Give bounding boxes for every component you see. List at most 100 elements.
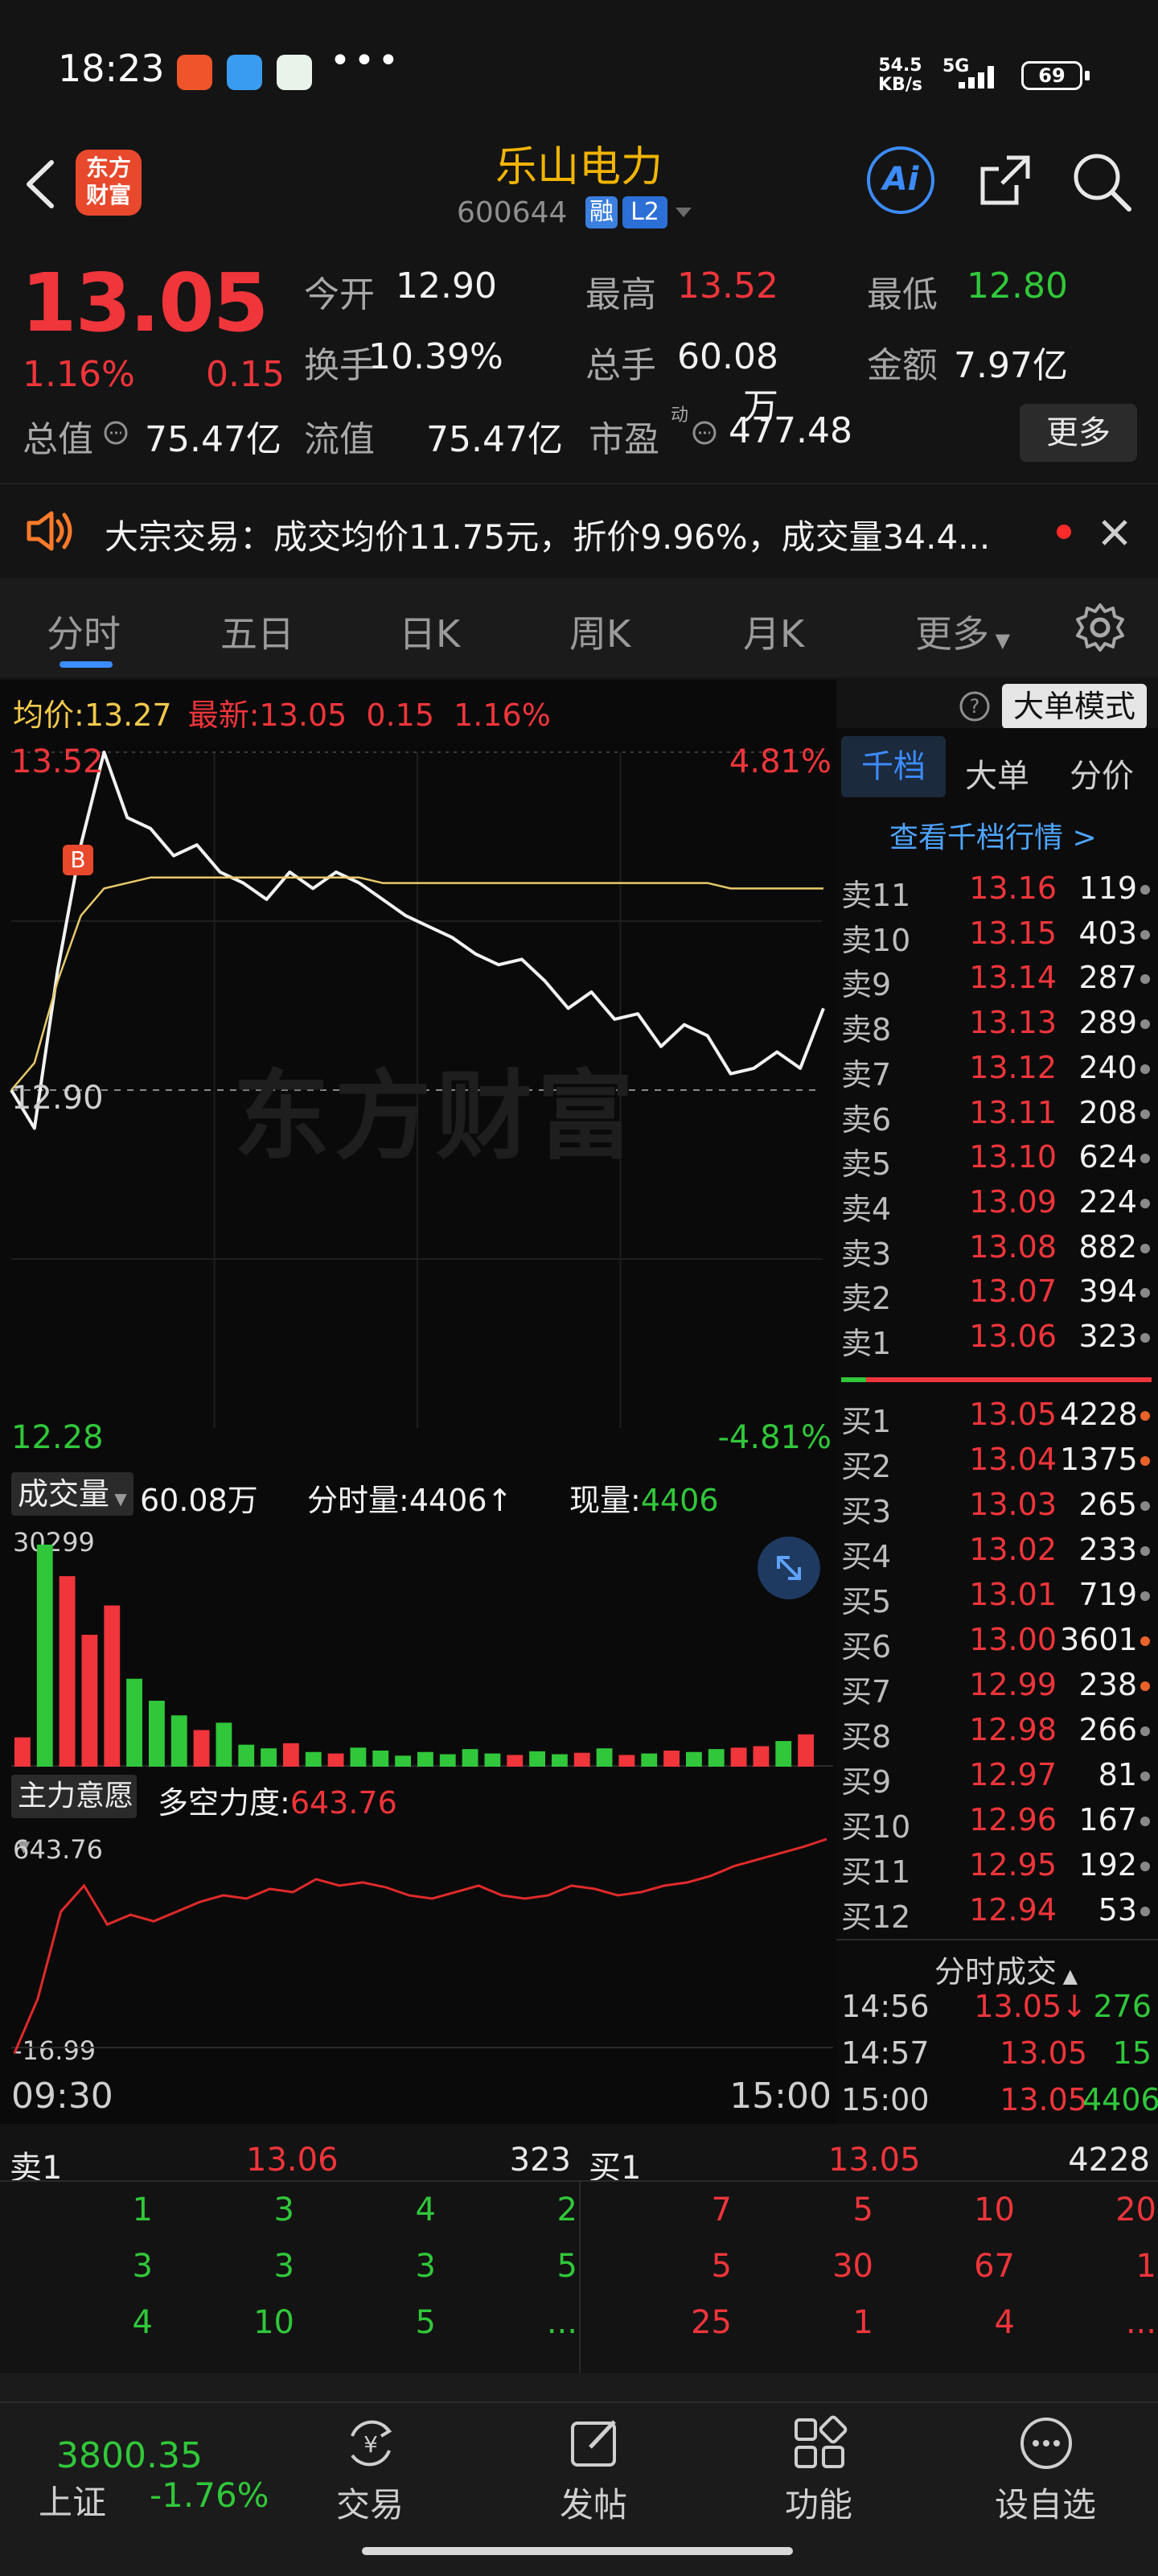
buy-marker-icon[interactable]: B xyxy=(63,845,93,875)
nav-post[interactable]: 发帖 xyxy=(521,2405,666,2534)
buy-order-row[interactable]: 买4 13.02 233 xyxy=(841,1532,1155,1577)
force-line-chart[interactable] xyxy=(11,1823,833,2069)
sell-order-row[interactable]: 卖6 13.11 208 xyxy=(841,1095,1155,1140)
nav-post-label: 发帖 xyxy=(559,2485,627,2525)
buy-queue-cell: 20 xyxy=(1115,2191,1156,2228)
buy-order-row[interactable]: 买12 12.94 53 xyxy=(841,1892,1155,1937)
order-volume: 287 xyxy=(1078,960,1137,996)
sell-order-row[interactable]: 卖2 13.07 394 xyxy=(841,1274,1155,1319)
buy-order-row[interactable]: 买11 12.95 192 xyxy=(841,1847,1155,1892)
order-level: 卖7 xyxy=(841,1056,892,1093)
volume-bar xyxy=(641,1753,658,1767)
search-icon[interactable] xyxy=(1070,150,1134,214)
input-bar-peek xyxy=(0,2373,1158,2402)
volume-bar xyxy=(81,1635,98,1767)
sell-order-row[interactable]: 卖4 13.09 224 xyxy=(841,1184,1155,1229)
help-icon[interactable]: ? xyxy=(959,690,991,722)
buy-queue-cell: 67 xyxy=(974,2248,1015,2285)
order-price: 13.08 xyxy=(969,1228,1057,1265)
order-dot-icon xyxy=(1140,1681,1150,1691)
tab-big-orders[interactable]: 大单 xyxy=(965,758,1029,795)
avg-price-series-line xyxy=(10,876,823,1091)
info-circle-icon[interactable] xyxy=(692,420,717,446)
volume-bar xyxy=(104,1605,121,1767)
tab-price-distribution[interactable]: 分价 xyxy=(1070,758,1134,795)
price-line-chart[interactable] xyxy=(0,736,836,1460)
buy-order-row[interactable]: 买7 12.99 238 xyxy=(841,1667,1155,1712)
force-indicator-select[interactable]: 主力意愿 ▼ xyxy=(11,1775,137,1856)
nav-functions[interactable]: 功能 xyxy=(746,2405,891,2534)
volume-bar xyxy=(484,1753,501,1767)
tab-more[interactable]: 更多 ▼ xyxy=(915,612,1011,656)
buy-queue-cell: 30 xyxy=(832,2248,873,2285)
gear-icon[interactable] xyxy=(1074,602,1126,653)
order-price: 13.12 xyxy=(969,1049,1057,1085)
bottom-nav xyxy=(0,2401,1158,2576)
power-readout: 多空力度:643.76 xyxy=(158,1785,397,1821)
buy-queue-cell: 7 xyxy=(711,2191,732,2228)
tab-monthly-k[interactable]: 月K xyxy=(743,612,805,656)
buy-order-row[interactable]: 买2 13.04 1375 xyxy=(841,1442,1155,1487)
chart-info-line: 均价:13.27 最新:13.05 0.15 1.16% xyxy=(13,697,551,733)
home-indicator[interactable] xyxy=(362,2547,793,2555)
sell-order-row[interactable]: 卖1 13.06 323 xyxy=(841,1319,1155,1364)
order-dot-icon xyxy=(1140,1154,1150,1164)
buy-queue-cell: 10 xyxy=(974,2191,1015,2228)
tab-intraday[interactable]: 分时 xyxy=(47,612,121,656)
sell-order-row[interactable]: 卖9 13.14 287 xyxy=(841,960,1155,1005)
buy-order-row[interactable]: 买10 12.96 167 xyxy=(841,1802,1155,1847)
expand-icon[interactable] xyxy=(758,1537,820,1599)
time-sales-header[interactable]: 分时成交 ▲ xyxy=(934,1954,1078,1990)
nav-trade[interactable]: ¥ 交易 xyxy=(298,2405,442,2534)
sell-order-row[interactable]: 卖8 13.13 289 xyxy=(841,1005,1155,1050)
sell-order-row[interactable]: 卖3 13.08 882 xyxy=(841,1229,1155,1274)
force-max: 643.76 xyxy=(13,1834,103,1865)
more-quote-button[interactable]: 更多 xyxy=(1020,404,1137,462)
battery-icon: 69 xyxy=(1021,61,1082,90)
quote-label: 换手 xyxy=(304,345,375,386)
volume-indicator-select[interactable]: 成交量 ▼ xyxy=(11,1472,133,1516)
close-icon[interactable] xyxy=(1098,516,1131,549)
sell-order-row[interactable]: 卖11 13.16 119 xyxy=(841,870,1155,916)
big-order-mode-button[interactable]: 大单模式 xyxy=(1002,684,1147,729)
time-sales-row: 14:57 13.05 15 xyxy=(841,2035,1155,2080)
index-ticker[interactable]: 3800.35 上证 -1.76% xyxy=(0,2401,269,2522)
sell-queue-cell: 3 xyxy=(273,2191,294,2228)
ai-assistant-button[interactable]: Ai xyxy=(867,146,934,214)
total-value: 75.47亿 xyxy=(145,419,281,460)
volume-bar xyxy=(462,1749,478,1767)
order-level: 买1 xyxy=(841,1404,892,1439)
info-circle-icon[interactable] xyxy=(103,420,129,446)
pe-ratio-label: 市盈 xyxy=(589,419,659,460)
stock-name[interactable]: 乐山电力 xyxy=(495,143,663,191)
sell-order-row[interactable]: 卖7 13.12 240 xyxy=(841,1050,1155,1095)
back-arrow-icon[interactable] xyxy=(21,158,60,211)
buy-order-row[interactable]: 买5 13.01 719 xyxy=(841,1577,1155,1622)
nav-add-watchlist[interactable]: 设自选 xyxy=(973,2405,1118,2534)
tab-five-day[interactable]: 五日 xyxy=(220,612,294,656)
view-depth-link[interactable]: 查看千档行情 > xyxy=(889,821,1097,854)
network-type: 5G xyxy=(942,56,970,76)
tab-daily-k[interactable]: 日K xyxy=(399,612,461,656)
tick-time: 14:57 xyxy=(841,2035,930,2071)
share-icon[interactable] xyxy=(975,150,1036,211)
buy-order-row[interactable]: 买8 12.98 266 xyxy=(841,1712,1155,1757)
volume-bar xyxy=(283,1743,299,1767)
notice-text: 大宗交易：成交均价11.75元，折价9.96%，成交量34.4... xyxy=(105,517,991,557)
sell-order-row[interactable]: 卖5 13.10 624 xyxy=(841,1139,1155,1184)
margin-tag: 融 xyxy=(585,196,618,228)
tab-depth-1000[interactable]: 千档 xyxy=(841,736,946,797)
order-dot-icon xyxy=(1140,1411,1150,1421)
tab-weekly-k[interactable]: 周K xyxy=(569,612,631,656)
app-logo[interactable]: 东方 财富 xyxy=(76,150,142,216)
order-volume: 882 xyxy=(1078,1228,1137,1265)
chevron-down-icon[interactable] xyxy=(674,206,693,219)
buy-order-row[interactable]: 买6 13.00 3601 xyxy=(841,1622,1155,1667)
buy-order-row[interactable]: 买3 13.03 265 xyxy=(841,1487,1155,1532)
order-price: 13.14 xyxy=(969,960,1057,996)
block-trade-notice[interactable]: 大宗交易：成交均价11.75元，折价9.96%，成交量34.4... xyxy=(0,483,1158,579)
volume-bar-chart[interactable] xyxy=(11,1520,833,1767)
buy-order-row[interactable]: 买9 12.97 81 xyxy=(841,1757,1155,1802)
buy-order-row[interactable]: 买1 13.05 4228 xyxy=(841,1397,1155,1442)
sell-order-row[interactable]: 卖10 13.15 403 xyxy=(841,916,1155,961)
